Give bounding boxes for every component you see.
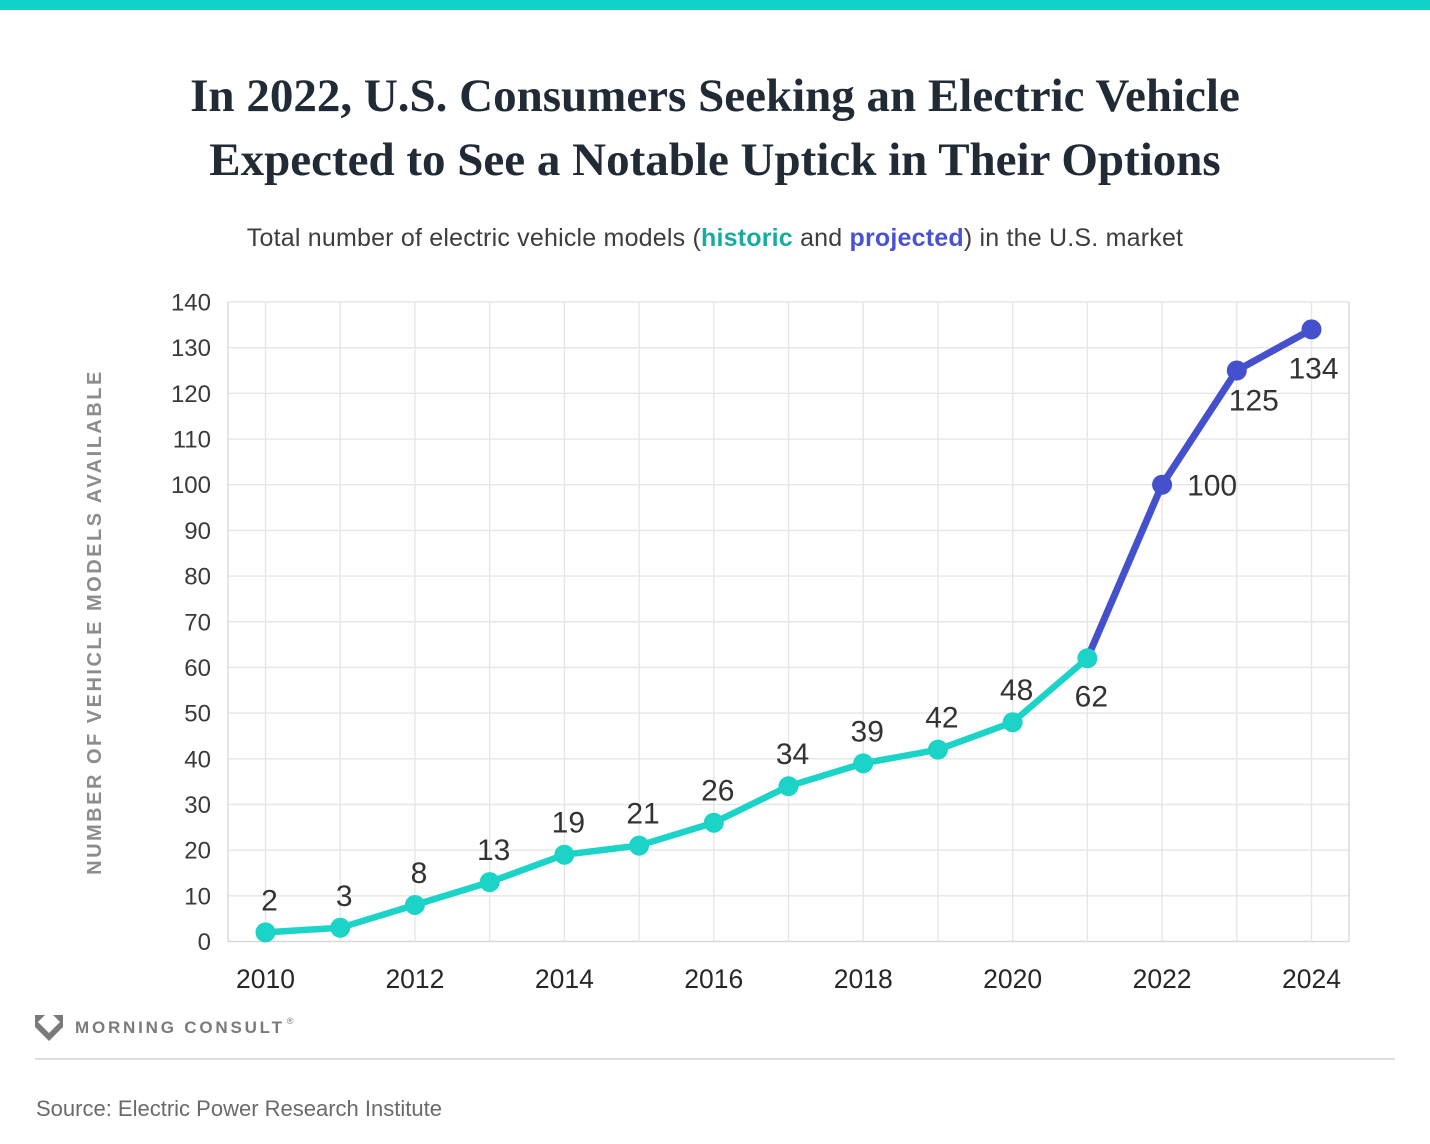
subtitle-prefix: Total number of electric vehicle models … [246,224,702,252]
historic-line [262,655,1091,936]
data-point-2018 [853,753,874,774]
x-tick-label: 2024 [1282,964,1341,994]
y-tick-label: 140 [171,290,211,317]
data-point-2010 [255,922,276,943]
y-tick-label: 110 [173,427,211,454]
data-point-2013 [479,872,500,893]
data-label-2024: 134 [1288,352,1338,385]
x-tick-label: 2010 [236,964,295,994]
x-tick-label: 2020 [983,964,1042,994]
data-label-2015: 21 [626,798,659,831]
data-label-2017: 34 [776,738,809,771]
data-point-2015 [629,835,650,856]
data-label-2019: 42 [925,702,958,735]
data-point-2020 [1002,712,1023,733]
data-label-2022: 100 [1187,470,1237,503]
data-label-2013: 13 [477,834,510,867]
subtitle-and: and [792,224,850,252]
x-tick-label: 2022 [1133,964,1192,994]
trademark-symbol: ® [286,1016,294,1026]
y-tick-label: 30 [184,792,211,819]
y-tick-label: 80 [184,564,211,591]
top-accent-bar [0,0,1430,10]
source-note: Source: Electric Power Research Institut… [36,1096,442,1121]
data-point-2016 [703,812,724,833]
y-tick-label: 50 [184,701,211,728]
y-tick-label: 130 [171,335,211,362]
chart-subtitle: Total number of electric vehicle models … [0,224,1430,253]
legend-projected-label: projected [849,224,964,252]
data-point-2022 [1152,474,1173,495]
y-tick-label: 60 [184,655,211,682]
data-label-2016: 26 [701,775,734,808]
data-label-2023: 125 [1229,385,1279,418]
data-point-2021 [1077,648,1098,669]
data-point-2024 [1301,319,1322,340]
data-point-2011 [330,917,351,938]
y-axis-title: NUMBER OF VEHICLE MODELS AVAILABLE [84,369,106,875]
data-label-2021: 62 [1075,680,1108,713]
x-tick-label: 2012 [385,964,444,994]
data-label-2020: 48 [1000,674,1033,707]
x-tick-label: 2016 [684,964,743,994]
data-point-2023 [1226,360,1247,381]
projected-line [1083,325,1315,662]
x-tick-label: 2014 [535,964,594,994]
data-point-2019 [927,739,948,760]
y-tick-label: 90 [184,518,211,545]
data-point-2012 [404,894,425,915]
x-tick-label: 2018 [834,964,893,994]
data-point-2017 [778,776,799,797]
y-tick-label: 20 [184,838,211,865]
y-tick-label: 40 [184,746,211,773]
data-label-2010: 2 [261,884,278,917]
data-label-2014: 19 [552,807,585,840]
footer-divider [35,1058,1395,1060]
y-tick-label: 10 [184,883,211,910]
data-label-2012: 8 [411,857,428,890]
subtitle-suffix: ) in the U.S. market [963,224,1184,252]
data-point-2014 [554,844,575,865]
y-tick-label: 100 [171,472,211,499]
legend-historic-label: historic [701,224,793,252]
data-label-2011: 3 [336,880,353,913]
morning-consult-m-icon [35,1015,63,1041]
data-label-2018: 39 [851,715,884,748]
brand-name: MORNING CONSULT [75,1018,285,1037]
y-tick-label: 0 [198,929,211,956]
chart-title: In 2022, U.S. Consumers Seeking an Elect… [190,70,1240,186]
y-tick-label: 70 [184,609,211,636]
morning-consult-logo: MORNING CONSULT ® [34,1012,294,1044]
y-tick-label: 120 [171,381,211,408]
